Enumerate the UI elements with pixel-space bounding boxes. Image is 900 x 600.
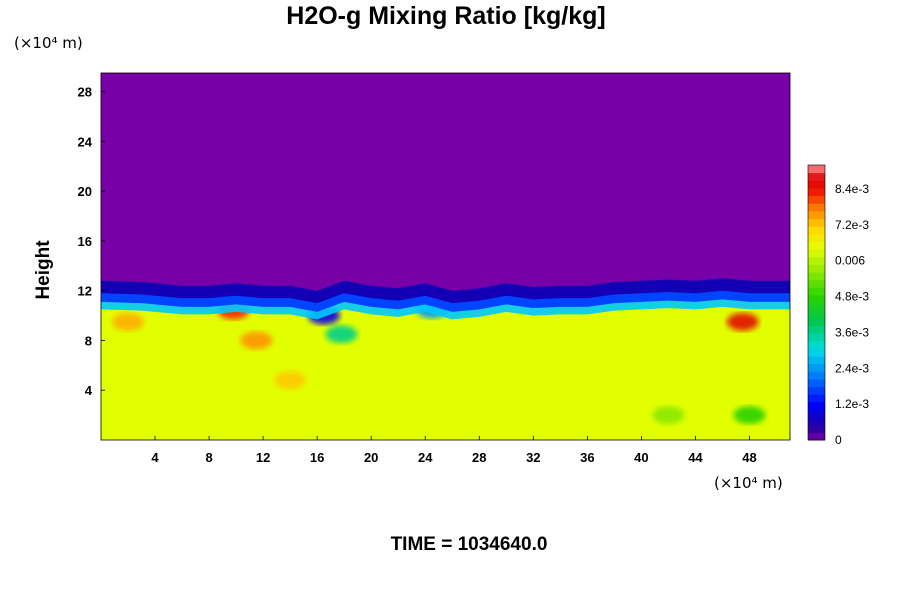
colorbar-tick-labels: 0 1.2e-3 2.4e-3 3.6e-3 4.8e-3 0.006 7.2e-3 8.4e… (835, 182, 869, 447)
colorbar-level (808, 325, 825, 334)
field-feature (325, 325, 358, 344)
colorbar-tick-label: 0.006 (835, 254, 865, 268)
colorbar-level (808, 241, 825, 250)
y-axis-label: Height (33, 240, 54, 300)
colorbar (807, 164, 826, 441)
chart-title: H2O-g Mixing Ratio [kg/kg] (286, 2, 605, 30)
x-tick-label: 28 (472, 450, 486, 465)
colorbar-tick-label: 8.4e-3 (835, 182, 869, 196)
x-tick-label: 24 (418, 450, 433, 465)
x-axis: 4 8 12 16 20 24 28 32 36 40 44 48 (151, 436, 757, 465)
colorbar-level (808, 417, 825, 426)
field-feature (274, 371, 307, 390)
field-feature (726, 312, 759, 331)
colorbar-tick-label: 2.4e-3 (835, 361, 869, 375)
colorbar-level (808, 271, 825, 281)
time-label: TIME = 1034640.0 (391, 534, 548, 555)
y-axis: 4 8 12 16 20 24 28 (78, 85, 105, 398)
colorbar-level (808, 333, 825, 342)
colorbar-level (808, 218, 825, 227)
y-unit-label: (×10⁴ m) (14, 34, 83, 52)
plot-area (101, 73, 790, 440)
colorbar-level (808, 348, 825, 357)
y-tick-label: 28 (78, 85, 92, 100)
colorbar-level (808, 249, 825, 258)
x-tick-label: 48 (742, 450, 756, 465)
field-features (112, 300, 766, 425)
colorbar-level (808, 371, 825, 380)
colorbar-level (808, 386, 825, 395)
colorbar-level (808, 310, 825, 319)
colorbar-level (808, 279, 825, 288)
colorbar-level (808, 409, 825, 418)
colorbar-level (808, 195, 825, 204)
colorbar-level (808, 256, 825, 265)
colorbar-level (808, 294, 825, 303)
x-unit-label: (×10⁴ m) (714, 474, 783, 492)
colorbar-level (808, 187, 825, 197)
plot-frame (100, 72, 791, 441)
y-tick-label: 12 (78, 284, 92, 299)
upper-dry-layer (101, 73, 790, 291)
colorbar-level (808, 302, 825, 311)
colorbar-level (808, 401, 825, 410)
colorbar-level (808, 394, 825, 403)
x-tick-label: 32 (526, 450, 540, 465)
colorbar-tick-label: 4.8e-3 (835, 290, 869, 304)
colorbar-level (808, 432, 825, 441)
colorbar-frame (807, 164, 826, 441)
colorbar-level (808, 210, 825, 219)
field-feature (112, 312, 145, 331)
colorbar-level (808, 226, 825, 235)
y-tick-label: 20 (78, 184, 92, 199)
colorbar-level (808, 340, 825, 349)
colorbar-level (808, 203, 825, 212)
field-feature (733, 406, 766, 425)
y-tick-label: 4 (85, 383, 93, 398)
colorbar-level (808, 264, 825, 273)
y-tick-label: 8 (85, 333, 92, 348)
x-tick-label: 40 (634, 450, 648, 465)
colorbar-level (808, 355, 825, 365)
x-tick-label: 16 (310, 450, 324, 465)
colorbar-tick-label: 1.2e-3 (835, 397, 869, 411)
colorbar-level (808, 287, 825, 296)
y-tick-label: 24 (78, 134, 93, 149)
colorbar-level (808, 378, 825, 388)
x-tick-label: 4 (151, 450, 159, 465)
colorbar-tick-label: 0 (835, 433, 842, 447)
field-feature (240, 331, 273, 350)
colorbar-level (808, 363, 825, 372)
x-tick-label: 20 (364, 450, 378, 465)
x-tick-label: 12 (256, 450, 270, 465)
colorbar-tick-label: 3.6e-3 (835, 325, 869, 339)
x-tick-label: 36 (580, 450, 594, 465)
x-tick-label: 44 (688, 450, 703, 465)
field-feature (652, 406, 685, 425)
colorbar-tick-label: 7.2e-3 (835, 218, 869, 232)
colorbar-level (808, 424, 825, 433)
colorbar-level (808, 172, 825, 181)
colorbar-level (808, 180, 825, 189)
colorbar-level (808, 233, 825, 242)
x-tick-label: 8 (205, 450, 212, 465)
colorbar-level (808, 165, 825, 174)
y-tick-label: 16 (78, 234, 92, 249)
colorbar-level (808, 317, 825, 326)
